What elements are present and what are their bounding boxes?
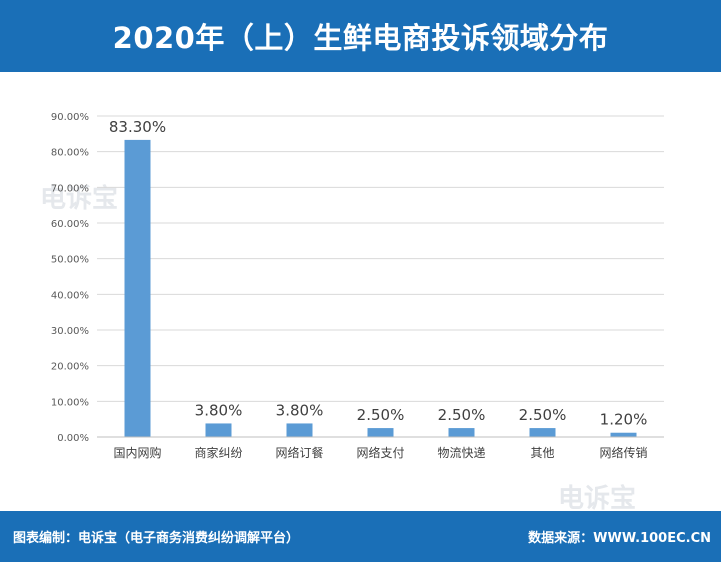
x-tick-label: 商家纠纷 (194, 445, 242, 460)
footer-credit: 图表编制：电诉宝（电子商务消费纠纷调解平台） (13, 531, 300, 546)
chart-area: 电诉宝 电诉宝 0.00% 10.00% 20.00% 30.00% 40.00% 50.… (0, 72, 721, 514)
x-tick-label: 物流快递 (437, 446, 485, 460)
data-label: 1.20% (600, 411, 648, 429)
y-tick-label: 90.00% (51, 112, 89, 123)
data-label: 2.50% (438, 406, 486, 424)
y-tick-label: 30.00% (51, 326, 89, 337)
x-tick-label: 网络传销 (599, 445, 647, 460)
y-tick-label: 40.00% (51, 290, 89, 301)
bar (367, 428, 394, 437)
header-bar: 2020年（上）生鲜电商投诉领域分布 (0, 0, 721, 72)
bar (124, 139, 151, 437)
x-tick-label: 网络订餐 (275, 445, 323, 460)
chart-title: 2020年（上）生鲜电商投诉领域分布 (112, 21, 609, 55)
data-label: 2.50% (519, 406, 567, 424)
bar (610, 432, 637, 437)
y-tick-label: 10.00% (51, 397, 89, 408)
footer-source: 数据来源：WWW.100EC.CN (528, 531, 711, 546)
bar (205, 423, 232, 437)
data-label: 3.80% (195, 401, 243, 419)
bar-chart: 0.00% 10.00% 20.00% 30.00% 40.00% 50.00% 60.00… (51, 112, 664, 460)
y-tick-label: 60.00% (51, 219, 89, 230)
y-tick-label: 20.00% (51, 362, 89, 373)
watermark-logo: 电诉宝 (40, 184, 119, 214)
bar (286, 423, 313, 437)
data-label: 3.80% (276, 401, 324, 419)
y-tick-label: 70.00% (51, 183, 89, 194)
bar (529, 428, 556, 437)
footer-bar: 图表编制：电诉宝（电子商务消费纠纷调解平台） 数据来源：WWW.100EC.CN (0, 511, 721, 562)
x-tick-label: 其他 (530, 446, 554, 460)
data-label: 83.30% (109, 118, 166, 136)
bar (448, 428, 475, 437)
x-tick-label: 网络支付 (356, 445, 404, 460)
x-tick-label: 国内网购 (113, 445, 161, 460)
data-label: 2.50% (357, 406, 405, 424)
y-tick-label: 80.00% (51, 148, 89, 159)
y-tick-label: 0.00% (57, 433, 89, 444)
watermark-logo: 电诉宝 (558, 484, 637, 514)
y-tick-label: 50.00% (51, 255, 89, 266)
